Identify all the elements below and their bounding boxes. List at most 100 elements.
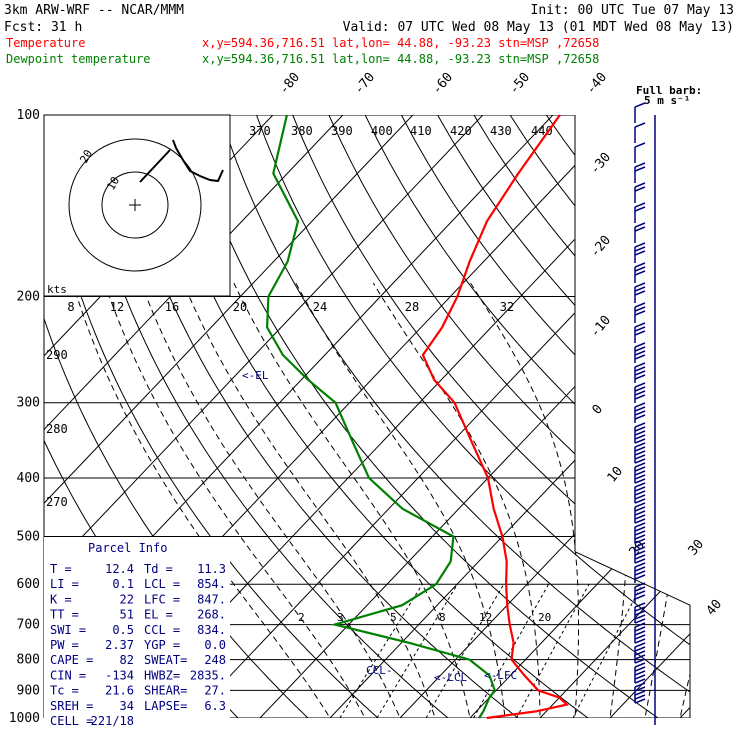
- temperature-line: [421, 114, 570, 720]
- mixing-ratio-line: [473, 583, 550, 718]
- wind-barb-flag: [634, 554, 646, 560]
- isotherm-label: -30: [588, 150, 615, 178]
- dry-adiabat: [328, 115, 690, 718]
- wind-barb-flag: [634, 514, 646, 520]
- wind-barb-flag: [634, 486, 646, 492]
- parcel-value: 248: [204, 653, 226, 667]
- hodograph-trace: [139, 149, 171, 183]
- wind-barb-flag: [634, 494, 646, 500]
- wind-barb-flag: [634, 506, 646, 512]
- wind-barb-flag: [634, 518, 646, 524]
- moist-adiabat: [470, 282, 579, 716]
- wind-barb-flag: [634, 282, 646, 288]
- wind-barb-flag: [634, 182, 646, 188]
- wind-barb-flag: [634, 670, 646, 676]
- mixing-ratio-label: 20: [538, 611, 551, 624]
- parcel-label: LAPSE=: [144, 699, 187, 713]
- parcel-value: 221/18: [91, 714, 134, 728]
- wind-barb-flag: [634, 522, 646, 528]
- isotherm-line: [387, 115, 690, 718]
- wind-barb: [634, 482, 646, 504]
- mixing-ratio-line: [516, 583, 590, 718]
- dry-adiabat: [256, 115, 690, 718]
- wind-barb-flag: [634, 674, 646, 680]
- lcl-label: <-LCL: [434, 671, 467, 684]
- theta-label: 290: [46, 348, 68, 362]
- moist-adiabat: [140, 282, 400, 716]
- wind-barb-flag: [634, 302, 646, 308]
- wind-barb-flag: [634, 262, 646, 268]
- isotherm-line: [44, 115, 414, 718]
- mixing-ratio-label: 2: [298, 611, 305, 624]
- wind-barb-flag: [634, 242, 646, 248]
- wind-barb-flag: [634, 498, 646, 504]
- wind-barb-flag: [634, 290, 646, 296]
- parcel-value: 6.3: [204, 699, 226, 713]
- mixing-ratio-label: 3: [337, 611, 344, 624]
- parcel-value: 847.: [197, 592, 226, 606]
- wind-barb-flag: [634, 370, 646, 376]
- wind-barb-flag: [634, 390, 646, 396]
- plot-border: [574, 115, 691, 718]
- parcel-label: EL =: [144, 608, 173, 622]
- wind-barb-flag: [634, 286, 646, 292]
- wind-barb-flag: [634, 550, 646, 556]
- wind-barb: [634, 462, 646, 484]
- parcel-label: YGP =: [144, 638, 180, 652]
- parcel-label: HWBZ=: [144, 668, 180, 682]
- wind-barb-flag: [634, 502, 646, 508]
- isotherm-line: [527, 115, 690, 718]
- moist-adiabat: [233, 282, 470, 716]
- mixing-ratio-line: [425, 583, 505, 718]
- parcel-value: 21.6: [105, 684, 134, 698]
- hodograph-speed-tick: 20: [233, 300, 247, 314]
- parcel-info-title: Parcel Info: [88, 541, 167, 555]
- wind-barb-flag: [634, 650, 646, 656]
- parcel-label: Td =: [144, 562, 173, 576]
- dry-adiabat: [74, 115, 464, 718]
- moist-adiabat: [583, 282, 630, 716]
- wind-barb-flag: [634, 678, 646, 684]
- hodograph-unit: kts: [47, 283, 67, 296]
- parcel-row: LI = 0.1 LCL = 854.: [50, 577, 226, 591]
- isotherm-label: 0: [590, 402, 607, 418]
- wind-barb-flag: [634, 454, 646, 460]
- wind-barb: [634, 682, 646, 704]
- wind-barb: [634, 142, 646, 163]
- parcel-row: CELL =221/18: [50, 714, 134, 728]
- pressure-label: 100: [17, 108, 40, 123]
- wind-barb-flag: [634, 646, 646, 652]
- wind-barb-flag: [634, 270, 646, 276]
- wind-barb: [634, 402, 646, 423]
- wind-barb: [634, 602, 646, 624]
- wind-barb-flag: [634, 222, 646, 228]
- parcel-label: CCL =: [144, 623, 180, 637]
- wind-barb-flag: [634, 322, 646, 328]
- wind-barb-flag: [634, 326, 646, 332]
- dry-adiabat: [654, 115, 690, 718]
- isotherm-line: [44, 115, 484, 718]
- wind-barb-flag: [634, 530, 646, 536]
- isotherm-line: [667, 115, 690, 718]
- wind-barb: [634, 162, 646, 183]
- wind-barb-flag: [634, 226, 646, 232]
- wind-barb-flag: [634, 614, 646, 620]
- wind-barb-flag: [634, 406, 646, 412]
- wind-barb-flag: [634, 526, 646, 532]
- dry-adiabat: [437, 115, 690, 718]
- pressure-label: 1000: [9, 711, 40, 726]
- parcel-value: 22: [120, 592, 134, 606]
- wind-barb-flag: [634, 630, 646, 636]
- wind-barb-flag: [634, 546, 646, 552]
- parcel-row: SREH = 34 LAPSE= 6.3: [50, 699, 226, 713]
- wind-barb: [634, 362, 646, 383]
- moist-adiabat: [104, 282, 365, 716]
- wind-barb-flag: [634, 622, 646, 628]
- moist-adiabat: [645, 283, 690, 716]
- theta-label: 390: [331, 124, 353, 138]
- wind-barb-flag: [634, 478, 646, 484]
- legend-temperature: Temperature: [6, 36, 85, 50]
- wind-barb-flag: [634, 654, 646, 660]
